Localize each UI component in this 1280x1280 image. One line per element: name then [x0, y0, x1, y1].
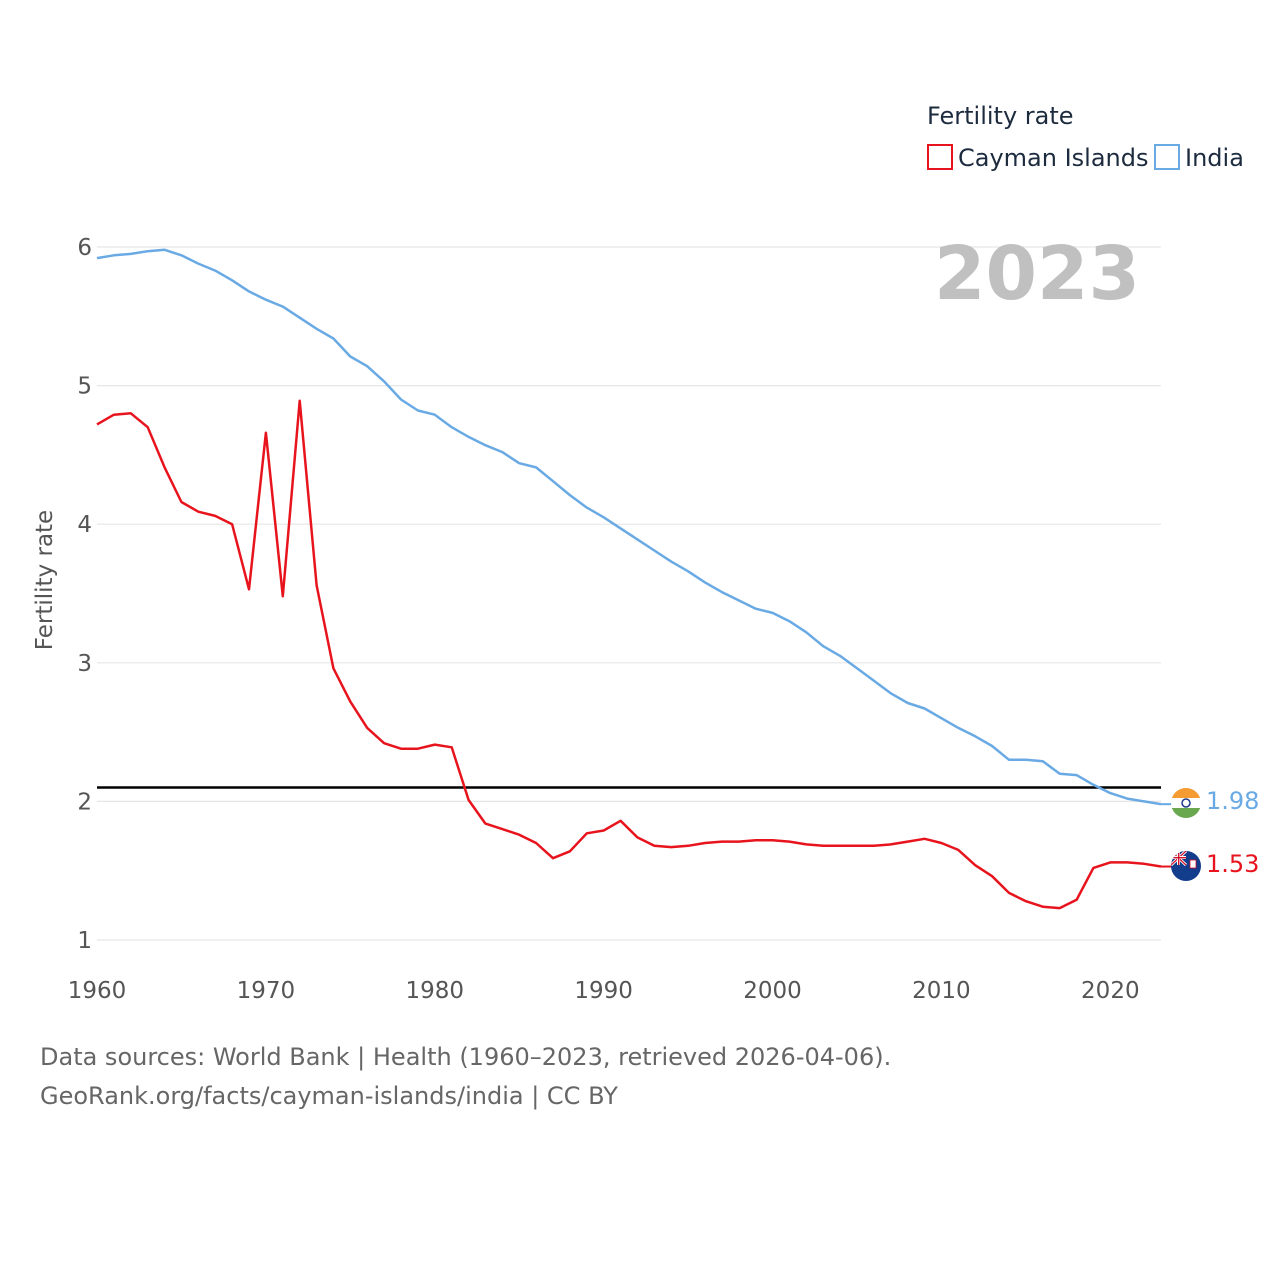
x-axis-ticks: 1960 1970 1980 1990 2000 2010 2020: [68, 978, 1140, 1004]
x-tick-2010: 2010: [912, 978, 971, 1004]
series-line-cayman-islands: [96, 399, 1162, 910]
series-line-india: [96, 248, 1162, 806]
legend-title: Fertility rate: [927, 102, 1074, 130]
cayman-islands-flag-icon: [1171, 851, 1201, 881]
y-tick-2: 2: [77, 789, 92, 815]
gridlines: [97, 246, 1161, 941]
x-tick-1960: 1960: [68, 978, 127, 1004]
x-tick-2020: 2020: [1081, 978, 1140, 1004]
end-label-india: 1.98: [1206, 787, 1259, 815]
source-url: GeoRank.org/facts/cayman-islands/india |…: [40, 1082, 618, 1110]
y-tick-4: 4: [77, 512, 92, 538]
y-axis-ticks: 1 2 3 4 5 6: [77, 235, 92, 954]
legend-swatch-cayman-islands[interactable]: [927, 144, 953, 170]
y-tick-1: 1: [77, 928, 92, 954]
y-axis-label: Fertility rate: [32, 510, 58, 650]
y-tick-5: 5: [77, 374, 92, 400]
year-label: 2023: [934, 231, 1140, 317]
y-tick-6: 6: [77, 235, 92, 261]
x-tick-1970: 1970: [237, 978, 296, 1004]
legend-label-india[interactable]: India: [1185, 144, 1244, 172]
india-flag-icon: [1171, 788, 1201, 818]
x-tick-2000: 2000: [743, 978, 802, 1004]
legend-label-cayman-islands[interactable]: Cayman Islands: [958, 144, 1149, 172]
legend-swatch-india[interactable]: [1154, 144, 1180, 170]
y-tick-3: 3: [77, 651, 92, 677]
x-tick-1990: 1990: [574, 978, 633, 1004]
series-lines: [96, 248, 1172, 910]
source-note: Data sources: World Bank | Health (1960–…: [40, 1043, 892, 1071]
x-tick-1980: 1980: [406, 978, 465, 1004]
end-label-cayman-islands: 1.53: [1206, 850, 1259, 878]
